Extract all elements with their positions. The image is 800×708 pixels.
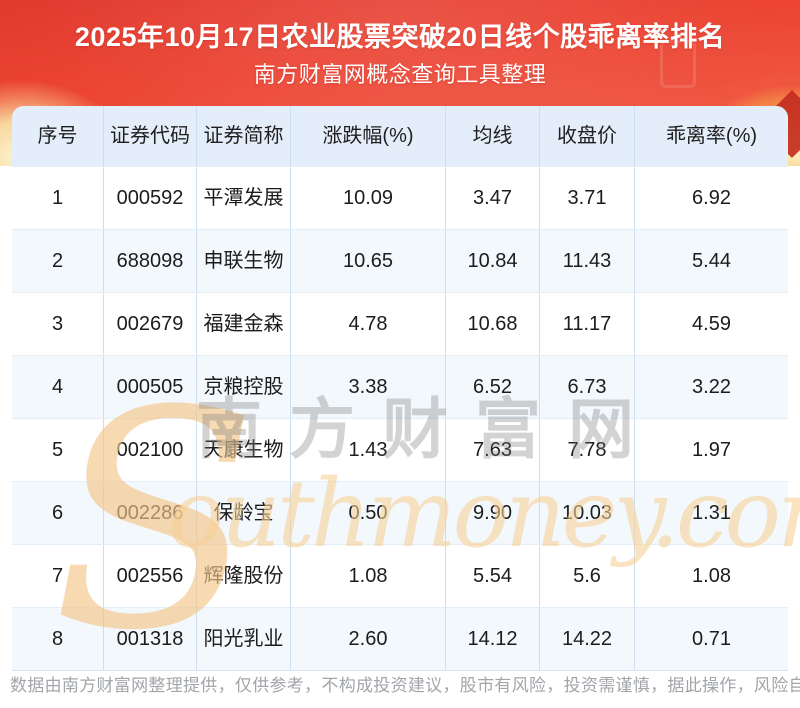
table-cell: 2.60: [291, 608, 446, 670]
table-cell: 1.31: [692, 502, 731, 524]
column-header: 证券简称: [197, 106, 291, 166]
table-cell: 保龄宝: [197, 482, 291, 544]
table-header-row: 序号 证券代码 证券简称 涨跌幅(%) 均线 收盘价 乖离率(%): [12, 106, 788, 166]
table-row: 6 002286 保龄宝 0.50 9.90 10.03 1.31: [12, 481, 788, 544]
table-cell: 14.22: [540, 608, 635, 670]
table-cell: 002286: [104, 482, 197, 544]
table-cell: 14.12: [446, 608, 540, 670]
table-cell: 申联生物: [197, 230, 291, 292]
table-cell: 3.71: [540, 167, 635, 229]
table-cell: 002679: [104, 293, 197, 355]
table-row: 4 000505 京粮控股 3.38 6.52 6.73 3.22: [12, 355, 788, 418]
table-cell: 6.73: [540, 356, 635, 418]
table-row: 7 002556 辉隆股份 1.08 5.54 5.6 1.08: [12, 544, 788, 607]
table-cell: 8: [12, 608, 104, 670]
table-cell: 6.92: [692, 187, 731, 209]
page-title: 2025年10月17日农业股票突破20日线个股乖离率排名: [74, 22, 726, 52]
table-cell: 1.08: [291, 545, 446, 607]
table-cell: 4: [12, 356, 104, 418]
table-cell: 1: [12, 167, 104, 229]
table-body: 1 000592 平潭发展 10.09 3.47 3.71 6.92 2 688098 申联生物 1…: [12, 166, 788, 671]
table-cell: 福建金森: [197, 293, 291, 355]
page-subtitle: 南方财富网概念查询工具整理: [253, 62, 547, 88]
column-header: 证券代码: [104, 106, 197, 166]
table-cell: 001318: [104, 608, 197, 670]
table-cell: 1.08: [692, 565, 731, 587]
table-cell: 000505: [104, 356, 197, 418]
table-cell: 10.68: [446, 293, 540, 355]
table-cell: 5.44: [692, 250, 731, 272]
table-row: 5 002100 天康生物 1.43 7.63 7.78 1.97: [12, 418, 788, 481]
table-cell: 11.17: [540, 293, 635, 355]
table-cell: 6: [12, 482, 104, 544]
table-cell: 10.65: [291, 230, 446, 292]
table-cell: 10.03: [540, 482, 635, 544]
table-cell: 7: [12, 545, 104, 607]
column-header: 序号: [12, 106, 104, 166]
banner-ghost-icon: [660, 40, 696, 88]
table-cell: 3: [12, 293, 104, 355]
table-cell: 688098: [104, 230, 197, 292]
table-row: 1 000592 平潭发展 10.09 3.47 3.71 6.92: [12, 166, 788, 229]
table-cell: 002556: [104, 545, 197, 607]
table-cell: 1.43: [291, 419, 446, 481]
table-cell: 4.59: [692, 313, 731, 335]
disclaimer-text: 数据由南方财富网整理提供，仅供参考，不构成投资建议，股市有风险，投资需谨慎，据此…: [10, 676, 800, 695]
table-cell: 天康生物: [197, 419, 291, 481]
table-cell: 6.52: [446, 356, 540, 418]
table-cell: 10.84: [446, 230, 540, 292]
table-cell: 5.54: [446, 545, 540, 607]
table-cell: 10.09: [291, 167, 446, 229]
table-cell: 0.50: [291, 482, 446, 544]
table-cell: 7.78: [540, 419, 635, 481]
table-cell: 7.63: [446, 419, 540, 481]
table-cell: 平潭发展: [197, 167, 291, 229]
column-header: 涨跌幅(%): [291, 106, 446, 166]
table-row: 8 001318 阳光乳业 2.60 14.12 14.22 0.71: [12, 607, 788, 671]
table-cell: 1.97: [692, 439, 731, 461]
table-cell: 辉隆股份: [197, 545, 291, 607]
column-header: 收盘价: [540, 106, 635, 166]
table-cell: 11.43: [540, 230, 635, 292]
table-cell: 0.71: [692, 628, 731, 650]
table-cell: 9.90: [446, 482, 540, 544]
table-cell: 5.6: [540, 545, 635, 607]
column-header: 均线: [446, 106, 540, 166]
table-cell: 2: [12, 230, 104, 292]
table-cell: 京粮控股: [197, 356, 291, 418]
table-cell: 阳光乳业: [197, 608, 291, 670]
table-cell: 3.38: [291, 356, 446, 418]
table-row: 3 002679 福建金森 4.78 10.68 11.17 4.59: [12, 292, 788, 355]
table-cell: 5: [12, 419, 104, 481]
table-row: 2 688098 申联生物 10.65 10.84 11.43 5.44: [12, 229, 788, 292]
table-cell: 000592: [104, 167, 197, 229]
column-header: 乖离率(%): [665, 125, 758, 147]
table-cell: 3.22: [692, 376, 731, 398]
table-cell: 3.47: [446, 167, 540, 229]
stock-table: 序号 证券代码 证券简称 涨跌幅(%) 均线 收盘价 乖离率(%) 1 000592 平潭发展 1…: [12, 106, 788, 671]
table-cell: 4.78: [291, 293, 446, 355]
table-cell: 002100: [104, 419, 197, 481]
